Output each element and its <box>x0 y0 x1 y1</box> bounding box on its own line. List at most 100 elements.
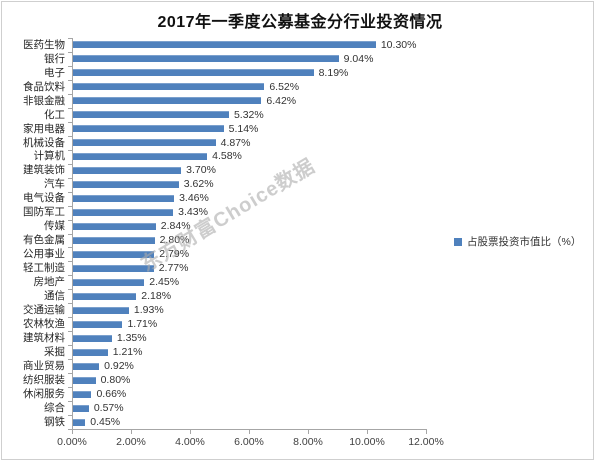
category-label: 休闲服务 <box>23 387 65 400</box>
category-label: 食品饮料 <box>23 80 65 93</box>
category-tick-mark <box>68 233 73 235</box>
bar <box>72 167 182 175</box>
category-label: 房地产 <box>33 276 66 289</box>
x-tick-label: 12.00% <box>408 436 444 448</box>
bar <box>72 418 86 426</box>
x-tick-label: 10.00% <box>349 436 385 448</box>
x-tick-mark <box>190 429 191 434</box>
bar-track: 1.71% <box>72 317 426 331</box>
category-label: 建筑材料 <box>23 332 65 345</box>
bar-row: 钢铁 0.45% <box>0 415 426 429</box>
category-tick-mark <box>68 177 73 179</box>
bar-track: 1.35% <box>72 331 426 345</box>
bar-track: 0.66% <box>72 387 426 401</box>
category-tick-mark <box>68 401 73 403</box>
bar-track: 4.87% <box>72 136 426 150</box>
bar-row: 汽车 3.62% <box>0 178 426 192</box>
value-label: 6.42% <box>266 94 297 107</box>
bar <box>72 69 314 77</box>
category-tick-mark <box>68 191 73 193</box>
bar <box>72 404 89 412</box>
category-tick-mark <box>68 345 73 347</box>
value-label: 2.18% <box>141 290 172 303</box>
bar-row: 化工 5.32% <box>0 108 426 122</box>
category-label: 采掘 <box>44 346 65 359</box>
value-label: 1.93% <box>133 304 164 317</box>
bar-track: 10.30% <box>72 38 426 52</box>
value-label: 5.32% <box>233 108 264 121</box>
bar-track: 2.77% <box>72 262 426 276</box>
bar <box>72 390 92 398</box>
category-label: 银行 <box>44 52 65 65</box>
value-label: 2.79% <box>159 248 190 261</box>
bar-rows: 医药生物 10.30% 银行 9.04% 电子 8.19% 食品饮料 6.52% 非银金融 6.4… <box>0 38 426 429</box>
bar-row: 纺织服装 0.80% <box>0 373 426 387</box>
category-tick-mark <box>68 289 73 291</box>
bar-row: 传媒 2.84% <box>0 220 426 234</box>
value-label: 9.04% <box>343 52 374 65</box>
category-tick-mark <box>68 149 73 151</box>
bar-row: 农林牧渔 1.71% <box>0 317 426 331</box>
category-tick-mark <box>68 317 73 319</box>
value-label: 1.21% <box>112 346 143 359</box>
bar-row: 房地产 2.45% <box>0 275 426 289</box>
category-tick-mark <box>68 331 73 333</box>
value-label: 6.52% <box>269 80 300 93</box>
bar-row: 通信 2.18% <box>0 289 426 303</box>
bar <box>72 83 265 91</box>
category-tick-mark <box>68 107 73 109</box>
category-tick-mark <box>68 51 73 53</box>
value-axis-line <box>68 429 427 430</box>
bar-track: 8.19% <box>72 66 426 80</box>
value-label: 8.19% <box>318 66 349 79</box>
category-tick-mark <box>68 429 73 430</box>
bar-row: 电气设备 3.46% <box>0 192 426 206</box>
category-label: 农林牧渔 <box>23 318 65 331</box>
legend: 占股票投资市值比（%） <box>454 234 581 249</box>
bar-track: 2.80% <box>72 234 426 248</box>
category-tick-mark <box>68 373 73 375</box>
bar <box>72 376 96 384</box>
category-label: 纺织服装 <box>23 373 65 386</box>
bar <box>72 362 100 370</box>
value-label: 4.87% <box>220 136 251 149</box>
legend-square-icon <box>454 237 462 246</box>
x-tick-mark <box>72 429 73 434</box>
bar-row: 轻工制造 2.77% <box>0 262 426 276</box>
value-label: 1.71% <box>127 318 158 331</box>
value-label: 3.70% <box>186 164 216 177</box>
value-label: 4.58% <box>212 150 242 163</box>
bar-row: 建筑材料 1.35% <box>0 331 426 345</box>
bar-track: 1.21% <box>72 345 426 359</box>
bar-row: 国防军工 3.43% <box>0 206 426 220</box>
value-label: 5.14% <box>228 122 259 135</box>
bar <box>72 55 339 63</box>
bar-track: 0.92% <box>72 359 426 373</box>
x-tick-label: 4.00% <box>175 436 205 448</box>
category-label: 公用事业 <box>23 248 65 261</box>
bar-row: 机械设备 4.87% <box>0 136 426 150</box>
bar <box>72 209 174 217</box>
value-label: 1.35% <box>116 332 147 345</box>
bar-row: 非银金融 6.42% <box>0 94 426 108</box>
bar-row: 交通运输 1.93% <box>0 303 426 317</box>
category-label: 建筑装饰 <box>23 164 65 177</box>
bar <box>72 292 137 300</box>
bar <box>72 195 175 203</box>
bar-track: 3.70% <box>72 164 426 178</box>
bar-track: 6.42% <box>72 94 426 108</box>
bar <box>72 153 208 161</box>
category-tick-mark <box>68 38 73 39</box>
category-label: 汽车 <box>44 178 65 191</box>
bar-row: 食品饮料 6.52% <box>0 80 426 94</box>
bar-track: 5.14% <box>72 122 426 136</box>
value-label: 3.62% <box>183 178 214 191</box>
bar-track: 1.93% <box>72 303 426 317</box>
bar-track: 9.04% <box>72 52 426 66</box>
bar <box>72 278 145 286</box>
category-tick-mark <box>68 275 73 277</box>
category-label: 通信 <box>44 290 65 303</box>
bar <box>72 348 108 356</box>
bar-track: 6.52% <box>72 80 426 94</box>
bar <box>72 306 129 314</box>
